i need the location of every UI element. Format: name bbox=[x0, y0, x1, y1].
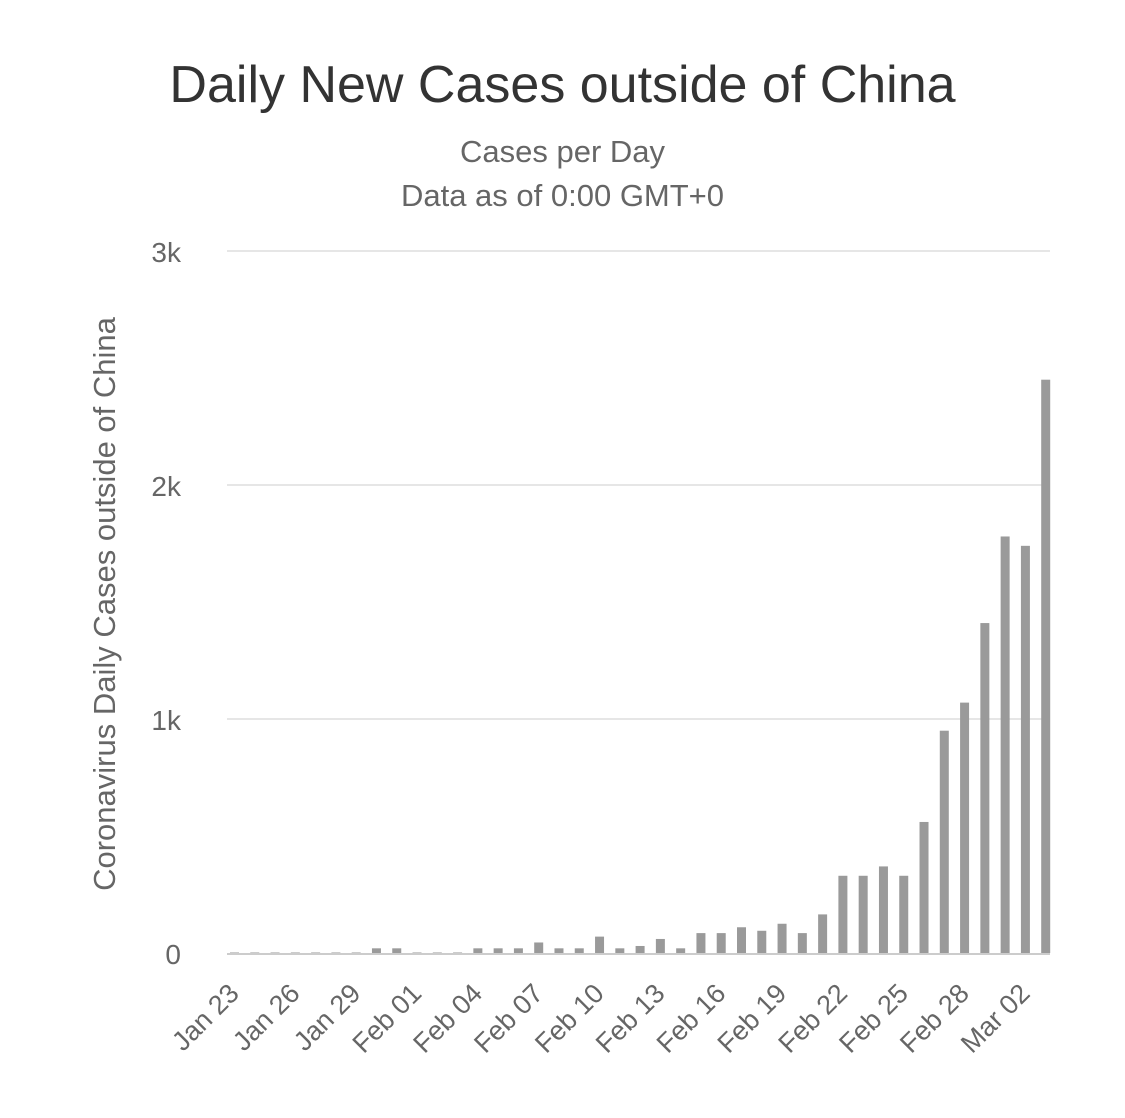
y-tick-label: 0 bbox=[165, 939, 181, 970]
bar bbox=[838, 875, 848, 953]
bar bbox=[716, 933, 726, 953]
bar bbox=[574, 948, 584, 953]
bar bbox=[757, 930, 767, 953]
bar bbox=[777, 923, 787, 953]
bar bbox=[554, 948, 564, 953]
bar bbox=[595, 936, 605, 953]
bar bbox=[412, 952, 422, 953]
bar bbox=[960, 702, 970, 953]
bar bbox=[513, 948, 523, 953]
y-tick-label: 1k bbox=[151, 705, 182, 736]
y-tick-label: 3k bbox=[151, 237, 182, 268]
bar bbox=[230, 952, 239, 953]
bar bbox=[534, 942, 544, 953]
bar bbox=[655, 938, 665, 953]
bar bbox=[980, 623, 990, 953]
bar bbox=[1041, 379, 1051, 953]
bar bbox=[899, 875, 909, 953]
bar bbox=[737, 927, 746, 953]
x-tick-label: Feb 25 bbox=[833, 978, 914, 1059]
x-tick-label: Jan 26 bbox=[227, 978, 306, 1057]
bar bbox=[919, 821, 929, 953]
bar bbox=[797, 933, 807, 953]
bar bbox=[250, 952, 260, 953]
bar bbox=[818, 914, 828, 953]
bar bbox=[351, 952, 361, 953]
x-tick-label: Feb 01 bbox=[347, 978, 428, 1059]
subtitle-line-1: Cases per Day bbox=[459, 134, 666, 169]
bar bbox=[392, 948, 402, 953]
chart-title: Daily New Cases outside of China bbox=[169, 56, 956, 114]
bar bbox=[1000, 536, 1010, 953]
bar bbox=[473, 948, 483, 953]
bar bbox=[676, 948, 686, 953]
chart-subtitle: Cases per Day Data as of 0:00 GMT+0 bbox=[0, 130, 1125, 218]
bar bbox=[290, 952, 300, 953]
bar bbox=[696, 933, 706, 953]
bar bbox=[615, 948, 625, 953]
bar bbox=[432, 952, 442, 953]
bar bbox=[635, 945, 645, 953]
subtitle-line-2: Data as of 0:00 GMT+0 bbox=[400, 178, 725, 213]
x-tick-label: Mar 02 bbox=[955, 978, 1036, 1059]
bar bbox=[493, 948, 503, 953]
bar bbox=[270, 952, 280, 953]
bar bbox=[453, 952, 463, 953]
x-tick-label: Feb 28 bbox=[894, 978, 975, 1059]
bar bbox=[939, 730, 949, 953]
y-tick-label: 2k bbox=[151, 471, 182, 502]
bar bbox=[371, 948, 381, 953]
bar bbox=[311, 952, 321, 953]
x-tick-label: Jan 23 bbox=[166, 978, 245, 1057]
y-axis-title: Coronavirus Daily Cases outside of China bbox=[87, 316, 122, 891]
bar bbox=[1020, 545, 1030, 953]
bar bbox=[858, 875, 868, 953]
bar bbox=[331, 952, 341, 953]
x-tick-label: Feb 13 bbox=[590, 978, 671, 1059]
bar bbox=[878, 866, 888, 953]
